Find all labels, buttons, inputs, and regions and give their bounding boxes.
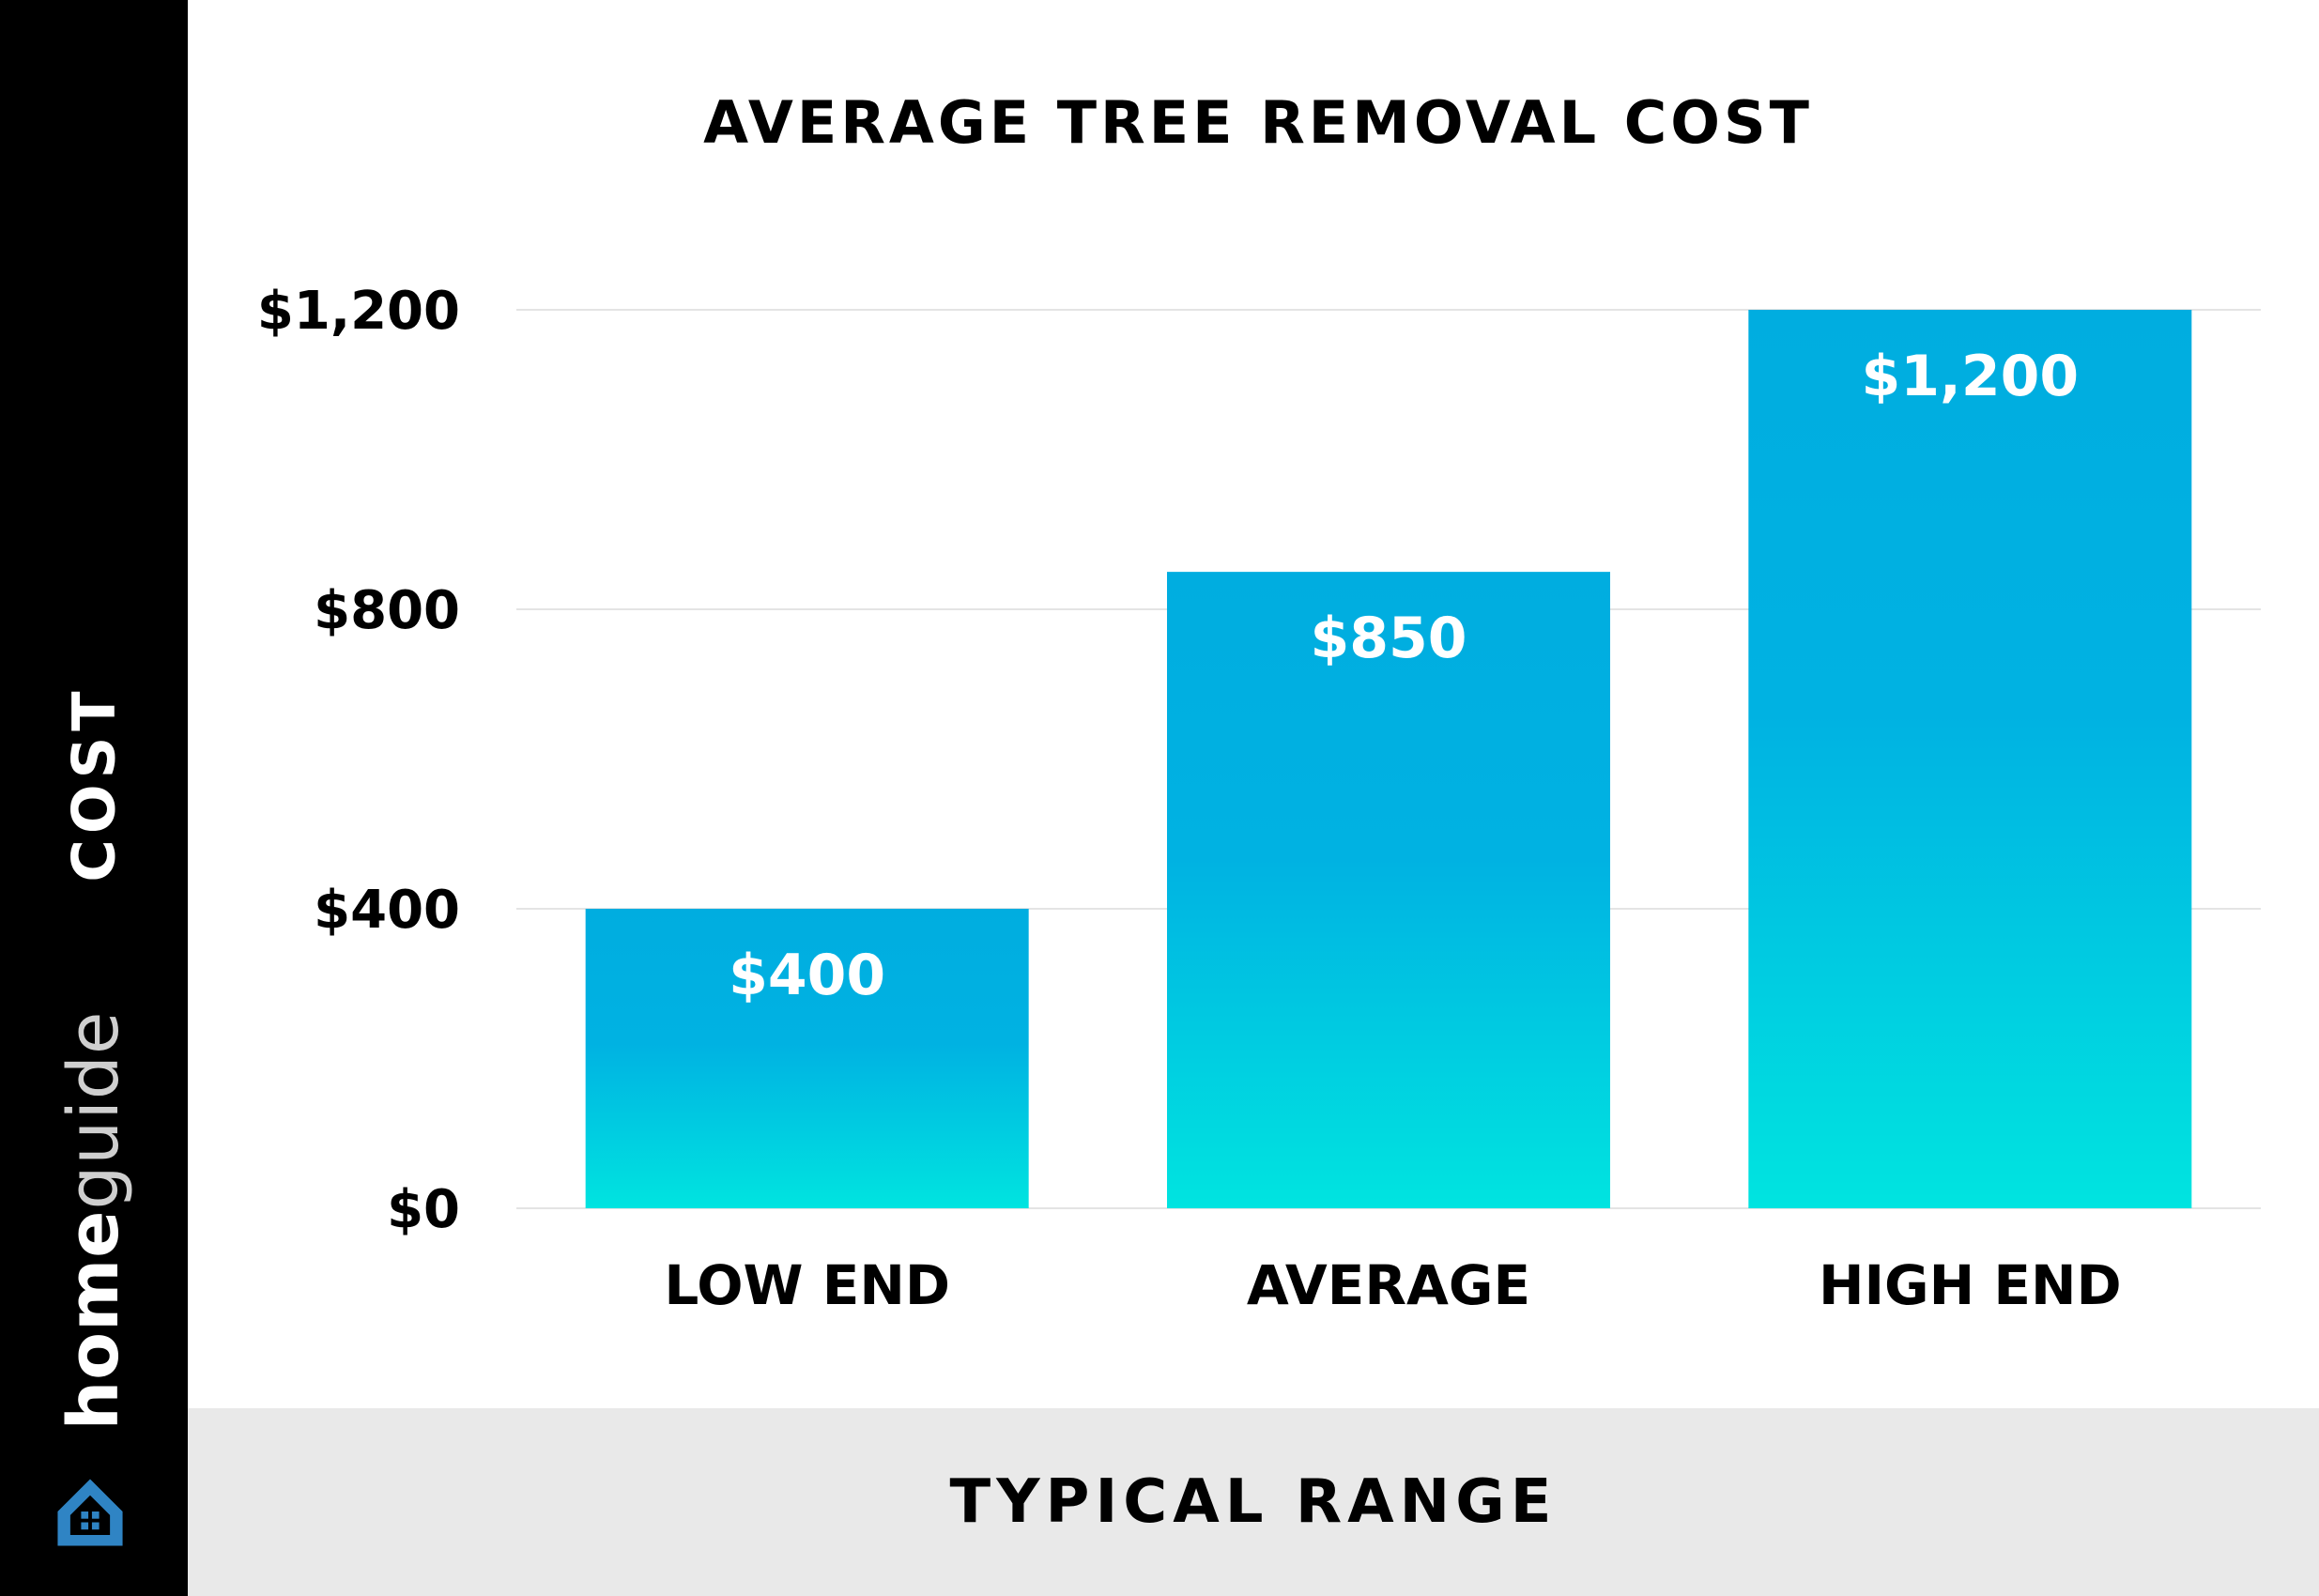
bar bbox=[1167, 572, 1610, 1208]
y-tick-label: $0 bbox=[387, 1179, 460, 1240]
house-icon bbox=[57, 1479, 123, 1546]
x-tick-label: AVERAGE bbox=[1247, 1253, 1530, 1317]
bar bbox=[1748, 310, 2192, 1208]
y-tick-label: $400 bbox=[314, 880, 460, 941]
x-tick-label: LOW END bbox=[664, 1253, 950, 1317]
bar-value-label: $1,200 bbox=[1862, 344, 2080, 409]
x-tick-label: HIGH END bbox=[1819, 1253, 2122, 1317]
bars bbox=[585, 310, 2192, 1208]
chart-title: AVERAGE TREE REMOVAL COST bbox=[703, 88, 1813, 157]
x-axis-label: TYPICAL RANGE bbox=[949, 1467, 1558, 1537]
labels: $0 $400 $800 $1,200 $400 LOW END $850 AVERAGE $1… bbox=[257, 281, 2122, 1317]
sidebar: COST homeguide bbox=[0, 0, 188, 1596]
bar-value-label: $850 bbox=[1311, 606, 1467, 671]
bar bbox=[585, 909, 1029, 1208]
bar-value-label: $400 bbox=[729, 943, 885, 1008]
y-tick-label: $800 bbox=[314, 580, 460, 641]
x-axis-band: TYPICAL RANGE bbox=[188, 1408, 2319, 1596]
y-tick-label: $1,200 bbox=[257, 281, 460, 342]
